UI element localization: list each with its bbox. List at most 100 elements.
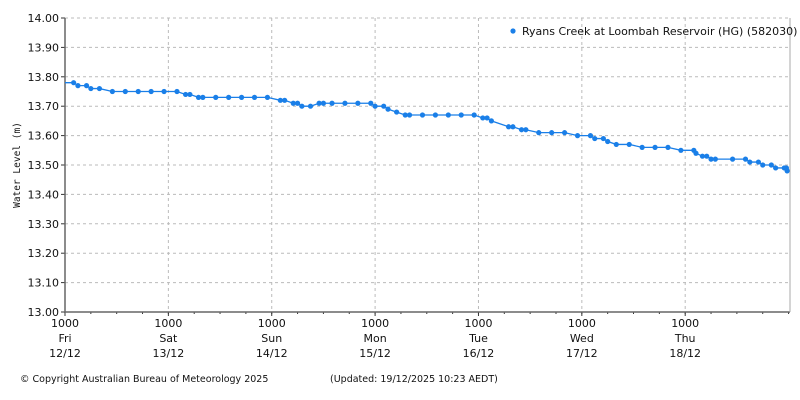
data-point [83, 83, 90, 89]
data-point [536, 130, 542, 136]
data-point [747, 159, 753, 165]
data-point [385, 106, 391, 112]
data-point [639, 144, 645, 150]
data-point [480, 115, 486, 121]
data-point [307, 103, 314, 109]
legend: Ryans Creek at Loombah Reservoir (HG) (5… [510, 25, 797, 38]
x-tick-time: 1000 [51, 317, 79, 330]
data-point [135, 88, 141, 95]
data-point [755, 159, 762, 165]
data-point [729, 156, 736, 162]
data-point [316, 100, 322, 106]
data-point [213, 94, 219, 100]
data-point [406, 112, 413, 118]
data-point [277, 97, 283, 103]
x-tick-date: 13/12 [153, 347, 185, 360]
data-point [784, 168, 790, 174]
data-point [773, 165, 779, 171]
x-tick-date: 17/12 [566, 347, 598, 360]
data-point [174, 88, 180, 95]
data-point [678, 147, 684, 153]
y-tick-label: 13.70 [28, 100, 60, 113]
x-tick-time: 1000 [464, 317, 492, 330]
data-point [613, 141, 619, 148]
data-point [320, 100, 327, 106]
data-point [109, 88, 115, 95]
legend-marker [510, 28, 516, 34]
data-point [381, 103, 387, 109]
x-tick-date: 15/12 [359, 347, 391, 360]
data-point [600, 135, 606, 142]
data-point [200, 94, 206, 100]
data-point [510, 124, 516, 130]
y-tick-label: 13.00 [28, 306, 60, 319]
data-point [195, 94, 202, 100]
grid [64, 17, 790, 313]
data-point [75, 83, 81, 89]
data-point [402, 112, 408, 118]
data-point [294, 100, 301, 106]
data-point [432, 112, 438, 118]
x-tick-day: Wed [570, 332, 594, 345]
data-point [549, 130, 555, 136]
data-point [372, 103, 378, 109]
data-point [251, 94, 258, 100]
x-tick-time: 1000 [258, 317, 286, 330]
data-point [122, 88, 128, 95]
x-tick-date: 12/12 [49, 347, 81, 360]
axes: 13.00 13.10 13.20 13.30 13.40 13.50 13.60 13.70… [28, 12, 791, 360]
data-point [471, 112, 477, 118]
x-tick-time: 1000 [568, 317, 596, 330]
x-tick-day: Tue [468, 332, 488, 345]
data-point [96, 85, 103, 92]
y-tick-label: 13.10 [28, 277, 60, 290]
data-point [299, 103, 305, 109]
copyright-text: © Copyright Australian Bureau of Meteoro… [20, 374, 269, 385]
data-point [574, 133, 581, 139]
x-tick-date: 14/12 [256, 347, 288, 360]
updated-text: (Updated: 19/12/2025 10:23 AEDT) [330, 374, 498, 385]
data-point [88, 85, 94, 92]
y-tick-label: 14.00 [28, 12, 60, 25]
x-tick-time: 1000 [154, 317, 182, 330]
data-point [699, 153, 706, 159]
data-point [742, 156, 749, 162]
x-tick-time: 1000 [671, 317, 699, 330]
y-axis-title: Water Level (m) [12, 122, 23, 208]
data-point [445, 112, 451, 118]
data-point [148, 88, 154, 95]
data-point [368, 100, 374, 106]
data-point [506, 124, 512, 130]
data-point [290, 100, 296, 106]
y-tick-label: 13.80 [28, 71, 60, 84]
data-point [182, 91, 189, 98]
data-point [592, 135, 598, 142]
data-point [161, 88, 167, 95]
series-line [65, 82, 788, 172]
legend-label: Ryans Creek at Loombah Reservoir (HG) (5… [522, 25, 797, 38]
data-point [587, 133, 594, 139]
water-level-chart: 13.00 13.10 13.20 13.30 13.40 13.50 13.60 13.70… [12, 12, 797, 360]
x-tick-day: Fri [58, 332, 71, 345]
data-point [712, 156, 718, 162]
data-point [626, 141, 632, 148]
data-point [342, 100, 348, 106]
data-point [264, 94, 271, 100]
data-point [329, 100, 335, 106]
x-tick-time: 1000 [361, 317, 389, 330]
x-tick-day: Mon [363, 332, 386, 345]
y-tick-label: 13.90 [28, 41, 60, 54]
y-tick-label: 13.40 [28, 188, 60, 201]
series [65, 80, 790, 174]
data-point [523, 127, 529, 133]
data-point [488, 118, 494, 124]
data-point [394, 109, 400, 115]
data-point [282, 97, 288, 103]
data-point [562, 130, 568, 136]
data-point [187, 91, 193, 98]
data-point [518, 127, 525, 133]
data-point [71, 80, 77, 86]
data-point [226, 94, 232, 100]
y-tick-label: 13.50 [28, 159, 60, 172]
data-point [605, 138, 611, 145]
